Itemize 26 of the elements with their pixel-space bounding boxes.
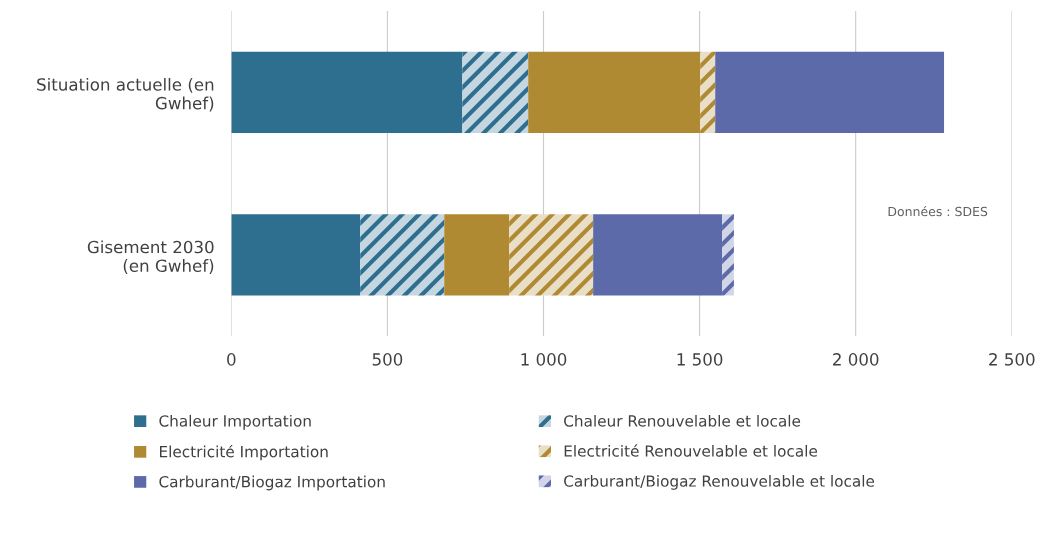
y-tick-label: Situation actuelle (en Gwhef) bbox=[37, 77, 214, 112]
legend-label: Chaleur Importation bbox=[159, 414, 311, 430]
x-tick-label: 500 bbox=[372, 353, 403, 366]
x-tick-label: 1 000 bbox=[521, 353, 567, 366]
bar bbox=[722, 214, 734, 296]
bar bbox=[444, 214, 510, 296]
annotation: Données : SDES bbox=[888, 206, 988, 217]
bar bbox=[360, 214, 445, 296]
x-tick-label: 1 500 bbox=[677, 353, 723, 366]
x-tick-label: 2 000 bbox=[833, 353, 879, 366]
bar bbox=[462, 51, 529, 133]
bar bbox=[231, 214, 361, 296]
legend-label: Chaleur Renouvelable et locale bbox=[564, 414, 801, 427]
bar bbox=[700, 51, 716, 133]
bar bbox=[231, 51, 463, 133]
legend-label: Carburant/Biogaz Importation bbox=[159, 475, 385, 491]
bar bbox=[593, 214, 723, 296]
bar bbox=[509, 214, 594, 296]
legend-label: Electricité Importation bbox=[160, 444, 328, 461]
x-tick-label: 0 bbox=[227, 353, 236, 366]
bar bbox=[528, 51, 701, 133]
x-tick-label: 2 500 bbox=[989, 353, 1035, 366]
legend-label: Electricité Renouvelable et locale bbox=[564, 444, 818, 457]
legend-label: Carburant/Biogaz Renouvelable et locale bbox=[564, 475, 875, 490]
y-tick-label: Gisement 2030 (en Gwhef) bbox=[87, 240, 214, 274]
bar bbox=[715, 51, 945, 133]
